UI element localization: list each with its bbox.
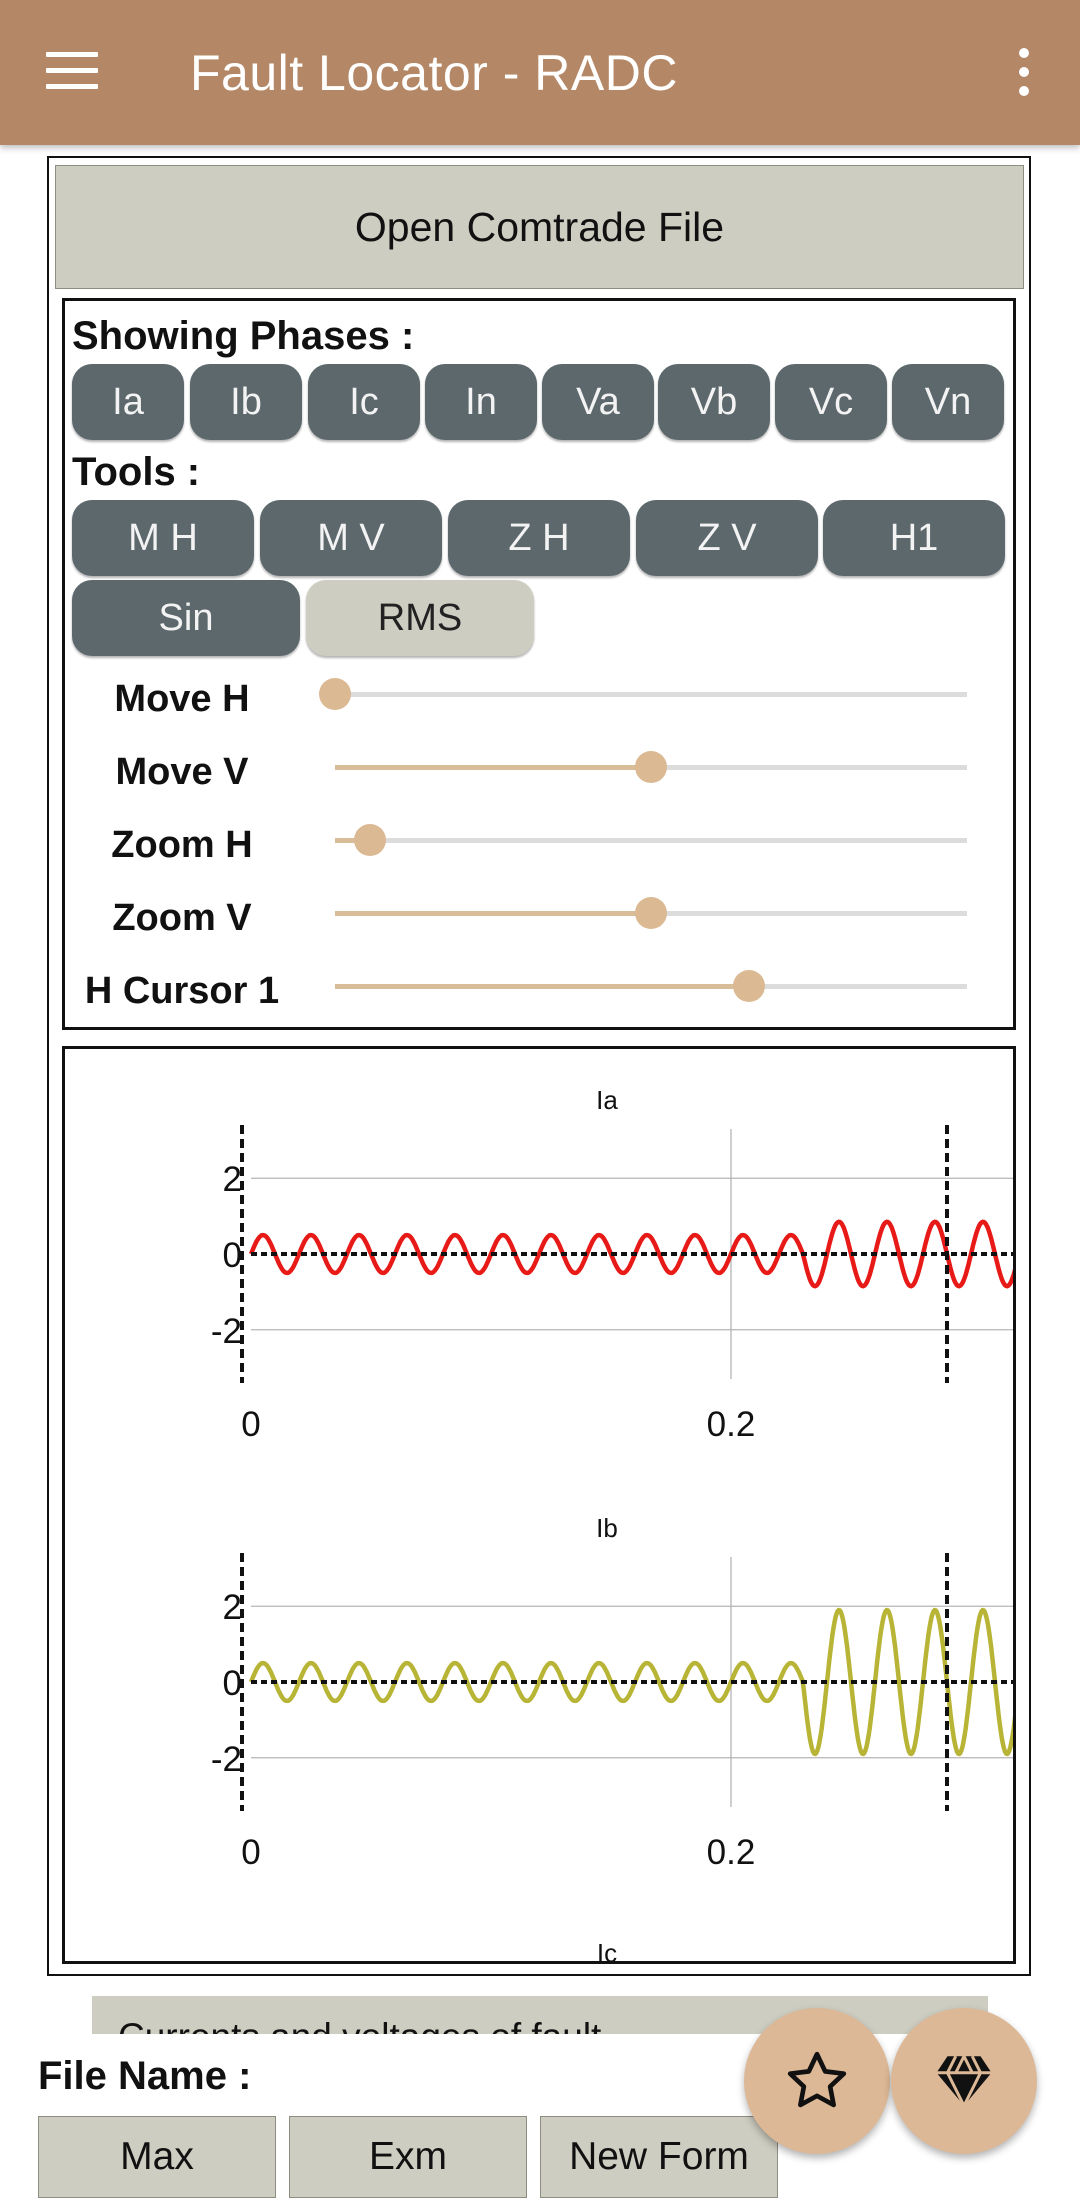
tool-button-sin[interactable]: Sin [72,580,300,656]
favorite-fab[interactable] [744,2008,890,2154]
banner-text: Currents and voltages of fault [118,2016,601,2034]
tools-label: Tools : [72,450,201,494]
app-bar: Fault Locator - RADC [0,0,1080,145]
phase-button-in[interactable]: In [425,364,537,440]
slider-move-h[interactable] [319,674,967,714]
more-vertical-icon[interactable] [1012,48,1036,100]
y-tick-label: 0 [223,1236,242,1275]
tool-button-rms[interactable]: RMS [306,580,534,656]
open-comtrade-file-button[interactable]: Open Comtrade File [55,165,1024,289]
y-tick-label: -2 [211,1312,242,1351]
phase-button-vc[interactable]: Vc [775,364,887,440]
chart-title: Ia [596,1085,618,1115]
max-button[interactable]: Max [38,2116,276,2198]
slider-thumb[interactable] [732,970,765,1002]
slider-thumb[interactable] [635,897,667,929]
y-tick-label: 2 [223,1588,242,1627]
file-name-label: File Name : [38,2054,252,2098]
slider-label-move-h: Move H [114,678,250,720]
phase-button-vn[interactable]: Vn [892,364,1004,440]
slider-thumb[interactable] [635,751,667,783]
slider-zoom-h[interactable] [335,820,967,860]
slider-fill [335,838,370,843]
slider-label-h-cursor-1: H Cursor 1 [84,970,280,1012]
y-tick-label: 2 [223,1160,242,1199]
tool-button-move-v[interactable]: M V [260,500,442,576]
phase-button-vb[interactable]: Vb [658,364,770,440]
chart-title: Ic [597,1938,617,1964]
tool-button-h1[interactable]: H1 [823,500,1005,576]
phase-button-va[interactable]: Va [542,364,654,440]
slider-fill [335,984,749,989]
showing-phases-label: Showing Phases : [72,314,415,358]
slider-label-zoom-h: Zoom H [111,824,253,866]
new-form-button[interactable]: New Form [540,2116,778,2198]
star-outline-icon [787,2051,847,2108]
phase-button-ib[interactable]: Ib [190,364,302,440]
slider-move-v[interactable] [335,747,967,787]
phase-button-ic[interactable]: Ic [308,364,420,440]
tool-button-move-h[interactable]: M H [72,500,254,576]
x-tick-label: 0 [241,1405,260,1444]
slider-fill [335,765,651,770]
premium-fab[interactable] [891,2008,1037,2154]
tool-button-zoom-v[interactable]: Z V [636,500,818,576]
slider-thumb[interactable] [319,678,351,710]
controls-panel [62,298,1016,1030]
x-tick-label: 0 [241,1833,260,1872]
chart-title: Ib [596,1513,618,1543]
slider-fill [335,911,651,916]
app-title: Fault Locator - RADC [190,45,678,101]
y-tick-label: 0 [223,1664,242,1703]
main-frame [47,156,1031,1976]
exm-button[interactable]: Exm [289,2116,527,2198]
x-tick-label: 0.2 [707,1405,756,1444]
hamburger-menu-icon[interactable] [46,52,98,92]
slider-h-cursor-1[interactable] [335,966,967,1006]
y-tick-label: -2 [211,1740,242,1779]
phase-button-ia[interactable]: Ia [72,364,184,440]
tool-button-zoom-h[interactable]: Z H [448,500,630,576]
slider-label-zoom-v: Zoom V [112,897,252,939]
slider-label-move-v: Move V [115,751,249,793]
x-tick-label: 0.2 [707,1833,756,1872]
slider-zoom-v[interactable] [335,893,967,933]
slider-thumb[interactable] [353,824,386,856]
diamond-icon [936,2052,992,2110]
